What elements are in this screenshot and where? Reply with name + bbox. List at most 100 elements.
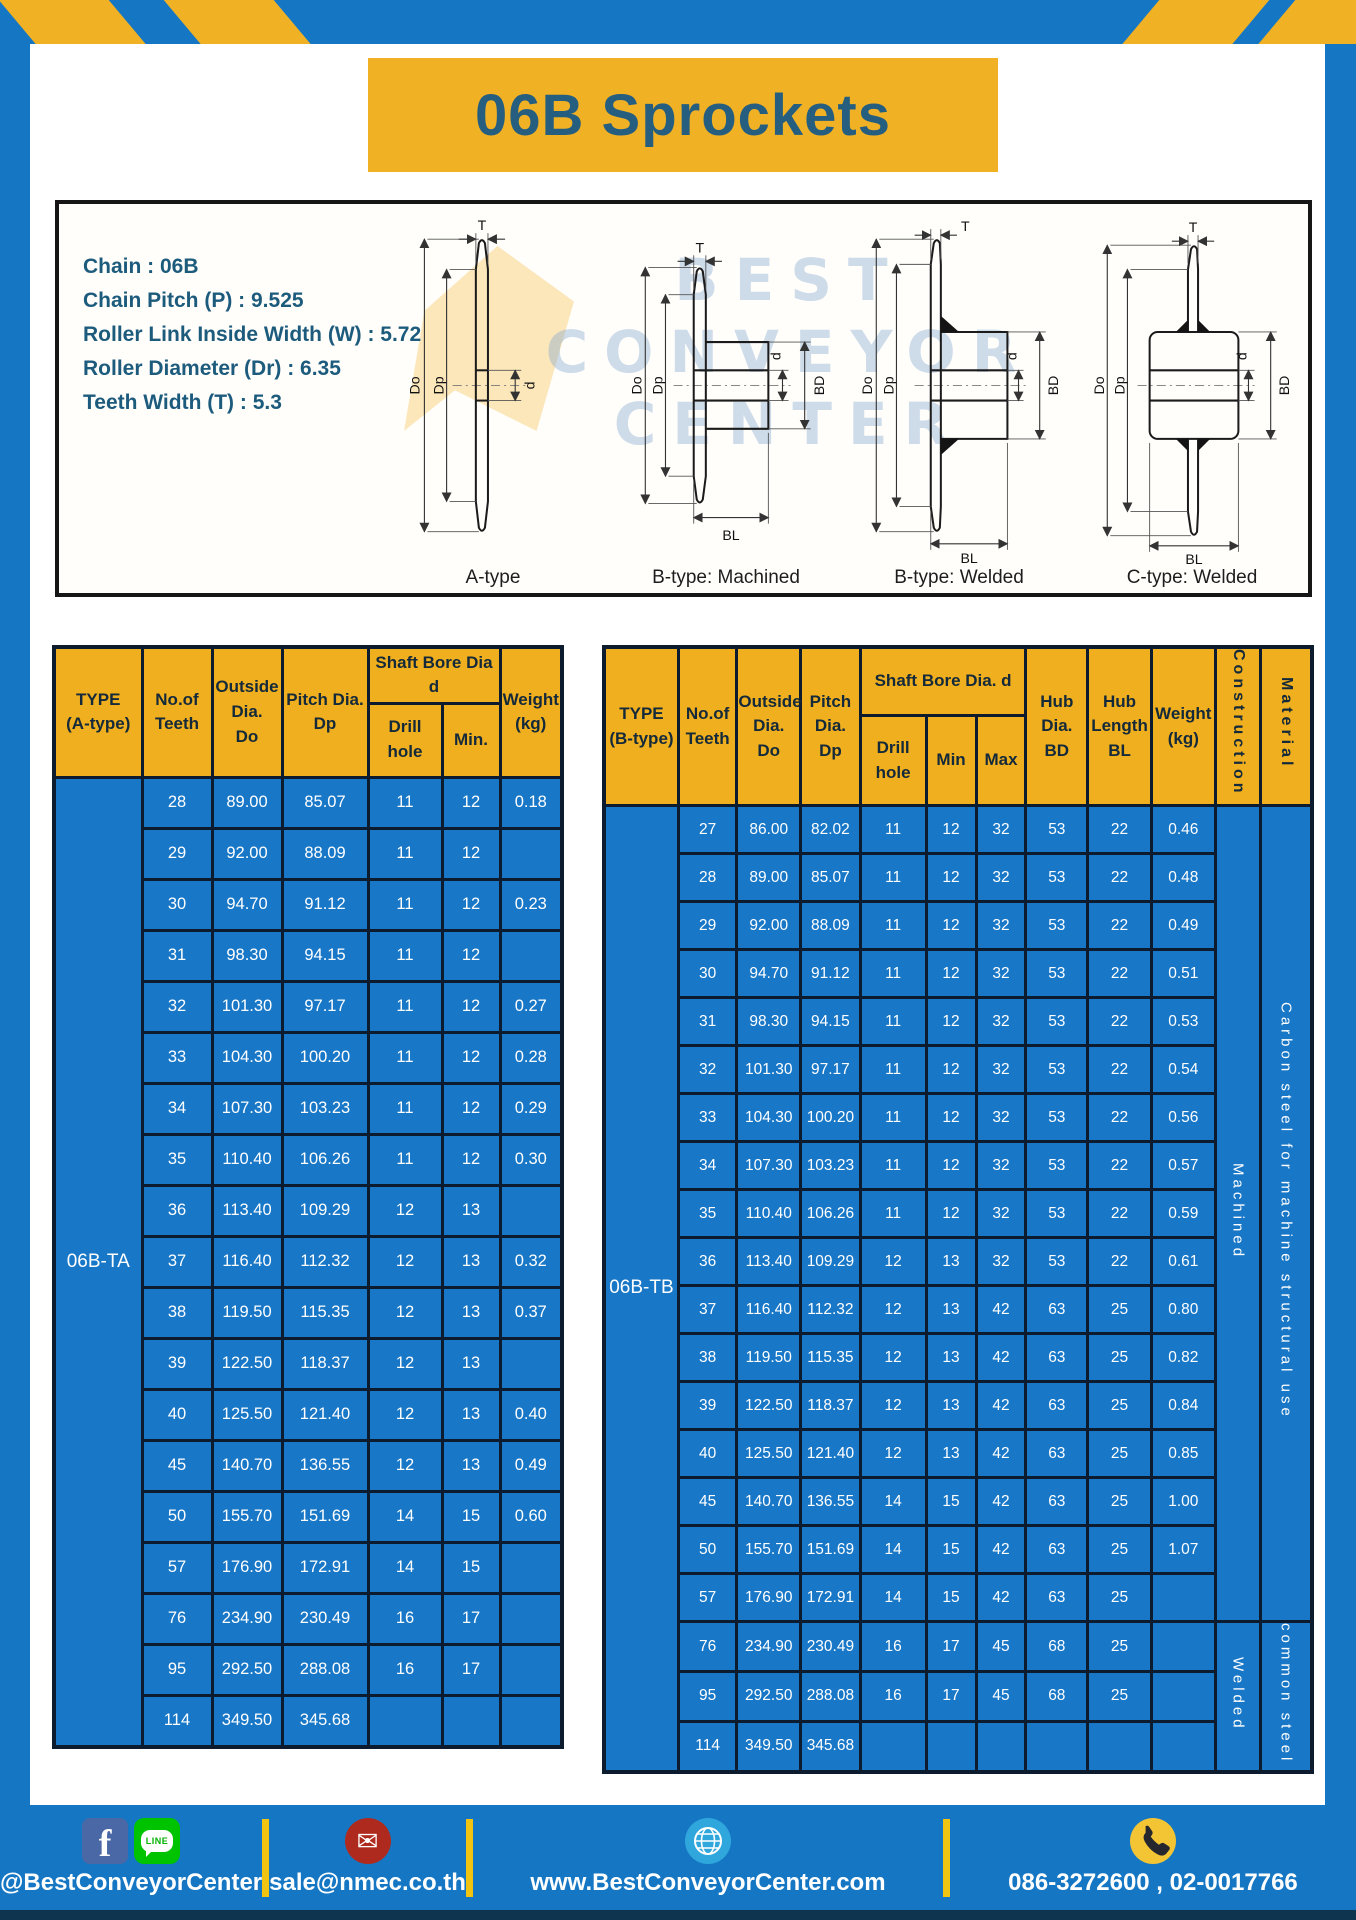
- table-cell: 0.60: [498, 1489, 564, 1544]
- table-cell: [1149, 1669, 1217, 1723]
- table-cell: 103.23: [280, 1081, 370, 1136]
- dim-label: T: [961, 219, 970, 234]
- table-cell: [498, 1540, 564, 1595]
- diagram-b-type-welded: Do Dp T d BD BL: [853, 219, 1065, 589]
- table-cell: 0.37: [498, 1285, 564, 1340]
- table-cell: 53: [1024, 1140, 1090, 1192]
- table-cell: 11: [858, 852, 928, 904]
- table-cell: 155.70: [735, 1524, 803, 1576]
- table-cell: 85.07: [799, 852, 862, 904]
- table-cell: 39: [676, 1380, 739, 1432]
- table-row: 114 349.50 345.68: [604, 1719, 1312, 1774]
- material-cell: common steel: [1259, 1620, 1314, 1774]
- table-cell: 0.40: [498, 1387, 564, 1442]
- table-cell: 42: [974, 1524, 1028, 1576]
- table-cell: 63: [1024, 1332, 1090, 1384]
- table-cell: 13: [924, 1284, 978, 1336]
- mail-icon: ✉: [344, 1818, 391, 1864]
- col-header-pitch-dia: Pitch Dia. Dp: [280, 645, 370, 779]
- table-cell: 13: [924, 1236, 978, 1288]
- table-cell: 22: [1086, 804, 1153, 856]
- table-cell: 29: [140, 826, 214, 881]
- dim-label: T: [1189, 219, 1198, 235]
- globe-icon: [684, 1818, 731, 1864]
- table-cell: 32: [974, 804, 1028, 856]
- table-row: 76 234.90 230.49 16 17: [54, 1591, 564, 1646]
- table-cell: 1.00: [1149, 1476, 1217, 1528]
- table-cell: 106.26: [280, 1132, 370, 1187]
- table-cell: 95: [676, 1669, 739, 1723]
- table-cell: 94.70: [210, 877, 284, 932]
- table-cell: 25: [1086, 1380, 1153, 1432]
- table-cell: 140.70: [210, 1438, 284, 1493]
- table-cell: 32: [974, 1092, 1028, 1144]
- table-cell: [498, 1183, 564, 1238]
- table-cell: 104.30: [210, 1030, 284, 1085]
- dim-label: d: [1233, 352, 1249, 360]
- table-cell: 16: [366, 1591, 444, 1646]
- yellow-stripe: [0, 0, 158, 44]
- table-cell: 12: [366, 1336, 444, 1391]
- table-cell: 12: [924, 1188, 978, 1240]
- table-cell: 11: [366, 826, 444, 881]
- table-cell: 118.37: [799, 1380, 862, 1432]
- table-cell: 0.18: [498, 775, 564, 830]
- table-cell: 176.90: [735, 1572, 803, 1624]
- table-cell: 12: [858, 1332, 928, 1384]
- material-cell: Carbon steel for machine structural use: [1259, 804, 1314, 1624]
- table-cell: 12: [924, 852, 978, 904]
- table-row: 95 292.50 288.08 16 17: [54, 1642, 564, 1697]
- table-cell: 12: [440, 775, 502, 830]
- table-cell: 89.00: [735, 852, 803, 904]
- table-cell: 92.00: [210, 826, 284, 881]
- table-cell: 11: [366, 877, 444, 932]
- table-cell: 12: [924, 900, 978, 952]
- table-cell: 0.61: [1149, 1236, 1217, 1288]
- table-cell: 0.49: [498, 1438, 564, 1493]
- table-cell: 11: [858, 1188, 928, 1240]
- table-row: 57 176.90 172.91 14 15: [54, 1540, 564, 1595]
- table-cell: 42: [974, 1476, 1028, 1528]
- footer-social-handle: @BestConveyorCenter: [0, 1869, 263, 1896]
- page-sheet: 06B Sprockets BEST CONVEYOR CENTER Chain…: [30, 44, 1325, 1805]
- table-cell: 25: [1086, 1669, 1153, 1723]
- table-cell: 100.20: [280, 1030, 370, 1085]
- table-cell: 22: [1086, 1092, 1153, 1144]
- table-cell: [440, 1693, 502, 1748]
- table-cell: 101.30: [735, 1044, 803, 1096]
- table-cell: [1024, 1719, 1090, 1774]
- table-cell: 11: [858, 1140, 928, 1192]
- col-header-outside-dia: Outside Dia. Do: [210, 645, 284, 779]
- table-cell: 13: [440, 1183, 502, 1238]
- spec-tables: TYPE (A-type) No.of Teeth Outside Dia. D…: [52, 645, 1314, 1774]
- table-cell: 32: [676, 1044, 739, 1096]
- table-row: 36 113.40 109.29 12 13 32 53 22 0.61: [604, 1236, 1312, 1288]
- table-cell: 53: [1024, 1044, 1090, 1096]
- table-cell: 76: [140, 1591, 214, 1646]
- dim-label: BL: [960, 550, 977, 566]
- table-cell: 0.80: [1149, 1284, 1217, 1336]
- yellow-stripe: [153, 0, 323, 44]
- spec-line-roller-width: Roller Link Inside Width (W) : 5.72: [83, 323, 422, 346]
- table-cell: 63: [1024, 1284, 1090, 1336]
- sprocket-diagrams: Do Dp T d A-type: [387, 210, 1298, 589]
- table-cell: 288.08: [799, 1669, 862, 1723]
- table-cell: 230.49: [799, 1620, 862, 1673]
- table-cell: 12: [440, 979, 502, 1034]
- table-cell: 121.40: [799, 1428, 862, 1480]
- table-row: 30 94.70 91.12 11 12 32 53 22 0.51: [604, 948, 1312, 1000]
- table-cell: 53: [1024, 852, 1090, 904]
- table-cell: 63: [1024, 1428, 1090, 1480]
- table-cell: 63: [1024, 1524, 1090, 1576]
- table-cell: 15: [440, 1489, 502, 1544]
- table-cell: [498, 1693, 564, 1748]
- dim-label: BD: [1276, 376, 1292, 396]
- table-cell: 118.37: [280, 1336, 370, 1391]
- table-cell: 11: [366, 775, 444, 830]
- diagram-c-type-welded: Do Dp T d BD BL: [1086, 219, 1298, 589]
- table-cell: [858, 1719, 928, 1774]
- table-cell: 125.50: [210, 1387, 284, 1442]
- table-row: 114 349.50 345.68: [54, 1693, 564, 1748]
- table-cell: 16: [858, 1620, 928, 1673]
- table-cell: 12: [924, 804, 978, 856]
